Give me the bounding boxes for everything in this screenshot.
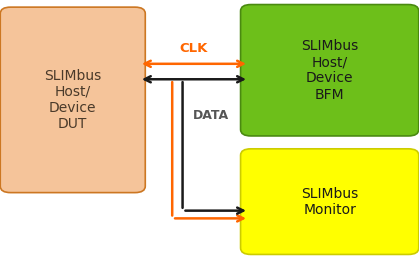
Text: DATA: DATA	[193, 109, 229, 122]
FancyBboxPatch shape	[0, 7, 145, 193]
Text: SLIMbus
Host/
Device
BFM: SLIMbus Host/ Device BFM	[301, 39, 358, 102]
FancyBboxPatch shape	[241, 149, 419, 254]
Text: CLK: CLK	[180, 42, 208, 55]
Text: SLIMbus
Monitor: SLIMbus Monitor	[301, 186, 358, 217]
FancyBboxPatch shape	[241, 5, 419, 136]
Text: SLIMbus
Host/
Device
DUT: SLIMbus Host/ Device DUT	[44, 69, 101, 131]
